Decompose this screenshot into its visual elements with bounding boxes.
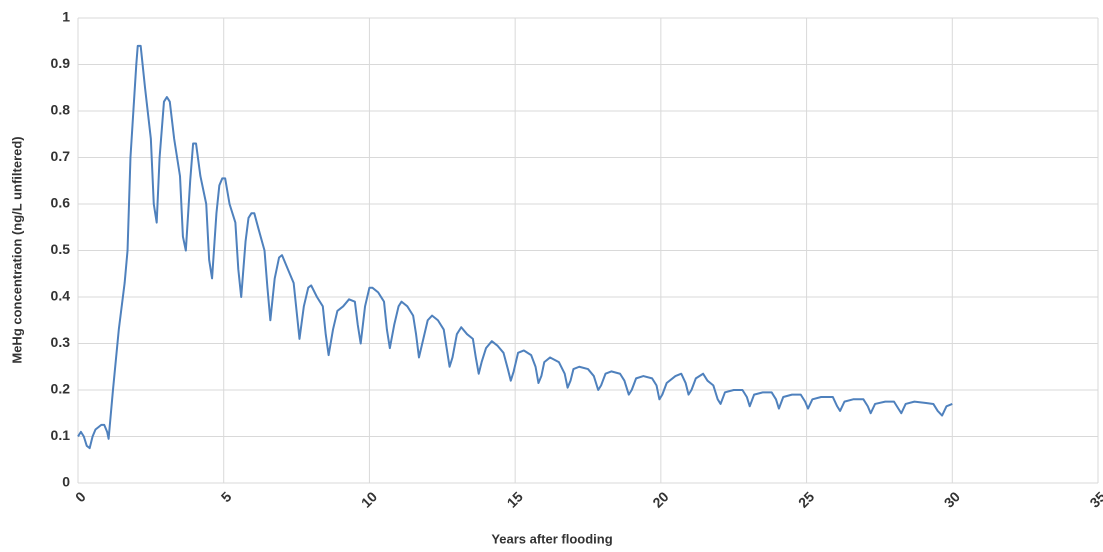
- y-tick-label: 0.4: [51, 288, 71, 304]
- x-tick-label: 30: [941, 488, 963, 510]
- x-tick-label: 20: [649, 488, 671, 510]
- y-tick-label: 1: [62, 9, 70, 25]
- y-tick-label: 0.9: [51, 55, 71, 71]
- x-tick-label: 35: [1086, 488, 1103, 510]
- y-axis-label: MeHg concentration (ng/L unfiltered): [9, 136, 24, 363]
- x-axis-label: Years after flooding: [491, 531, 612, 546]
- x-tick-label: 0: [72, 488, 89, 505]
- y-tick-label: 0.1: [51, 427, 71, 443]
- y-tick-label: 0.5: [51, 241, 71, 257]
- x-tick-label: 5: [218, 488, 235, 505]
- data-line: [77, 44, 953, 450]
- y-tick-label: 0.7: [51, 148, 71, 164]
- y-tick-label: 0.2: [51, 381, 71, 397]
- x-tick-label: 10: [358, 488, 380, 510]
- y-tick-label: 0.8: [51, 102, 71, 118]
- y-tick-label: 0.6: [51, 195, 71, 211]
- x-tick-label: 15: [504, 488, 526, 510]
- y-tick-label: 0.3: [51, 334, 71, 350]
- y-tick-label: 0: [62, 474, 70, 490]
- x-tick-label: 25: [795, 488, 817, 510]
